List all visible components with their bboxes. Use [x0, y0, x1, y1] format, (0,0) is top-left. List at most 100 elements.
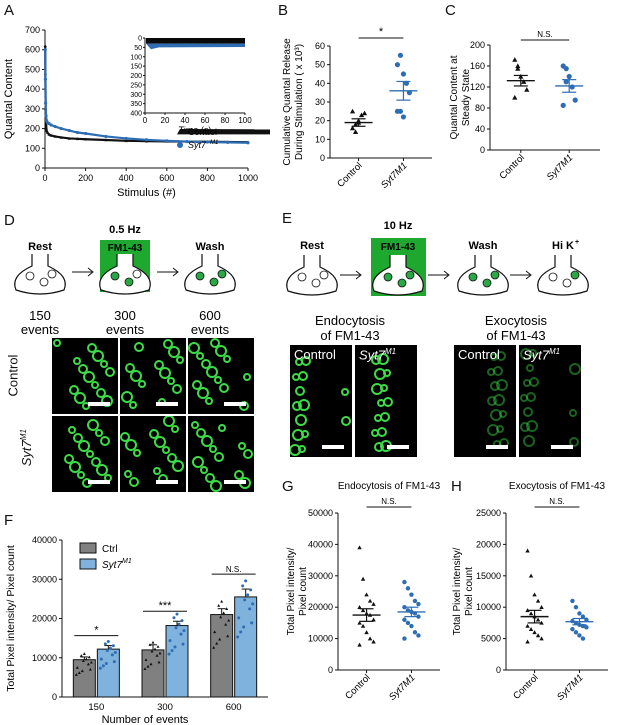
c-y-tick-label-3: 120 — [470, 82, 485, 92]
a-point-1-7 — [49, 123, 53, 127]
f-x-label: Number of events — [102, 714, 189, 725]
b-y-tick-label-3: 30 — [315, 97, 325, 107]
e-stage-title-3: Hi K — [552, 240, 574, 252]
micro-texture — [53, 339, 115, 410]
f-dot-0-0-3 — [79, 654, 83, 657]
g-y-label-1: Total Pixel intensity/ — [286, 547, 297, 635]
b-point-0-0 — [349, 125, 356, 131]
micro-punctum — [496, 425, 504, 433]
d-events-word-2: events — [191, 322, 230, 337]
b-point-1-1 — [397, 52, 404, 58]
a-point-0-10 — [67, 136, 71, 140]
chart-f-bar: 0 10000 20000 30000 40000 150 * 300 *** 600 N.S. Nu… — [5, 535, 268, 725]
micro-punctum — [200, 466, 208, 474]
c-point-0-5 — [512, 94, 518, 100]
f-dot-0-0-8 — [82, 652, 86, 655]
c-point-1-3 — [569, 84, 575, 90]
label-e-exo-syt7: Syt7M1 — [523, 347, 561, 363]
h-y-tick-label-3: 15000 — [476, 571, 501, 581]
a-point-0-11 — [75, 137, 80, 141]
micro-punctum — [171, 425, 179, 433]
f-dot-1-1-10 — [173, 645, 177, 649]
h-point-1-11 — [573, 630, 579, 635]
a-point-0-13 — [104, 138, 108, 142]
a-series-line-1 — [44, 49, 249, 144]
f-cat-label-2: 600 — [226, 702, 242, 713]
a-y-tick-label-6: 600 — [25, 45, 40, 55]
f-bar-1-1 — [165, 625, 189, 698]
b-point-1-0 — [394, 62, 401, 68]
d-stage-title-1: 0.5 Hz — [109, 224, 141, 236]
e-arrow-0 — [340, 270, 362, 280]
f-sig-0: * — [94, 625, 99, 637]
h-y-tick-label-4: 20000 — [476, 539, 501, 549]
f-dot-0-2-6 — [222, 611, 226, 615]
micro-punctum — [371, 429, 379, 437]
f-dot-1-2-1 — [243, 598, 247, 602]
a-point-1-16 — [165, 139, 169, 143]
micro-punctum — [196, 352, 204, 360]
h-point-0-4 — [539, 605, 544, 609]
d-stage-title-0: Rest — [28, 241, 52, 253]
g-point-1-3 — [412, 598, 418, 604]
g-point-0-11 — [360, 623, 366, 628]
micro-punctum — [298, 445, 306, 453]
a-inset-x-tick-label-2: 40 — [181, 116, 190, 125]
g-cat-label-0: Control — [343, 672, 372, 701]
micro-punctum — [526, 392, 536, 402]
f-dot-1-0-1 — [105, 649, 109, 653]
b-point-1-6 — [397, 108, 404, 114]
micro-texture — [290, 356, 351, 456]
panel-label-b: B — [278, 2, 289, 19]
d-flask-2-vesicle-0 — [195, 271, 205, 281]
micro-punctum — [493, 394, 505, 406]
micro-punctum — [100, 360, 108, 368]
a-inset-y-tick-label-2: 100 — [130, 54, 142, 61]
micro-punctum — [214, 376, 222, 384]
e-caption-endo-1: Endocytosis — [315, 313, 386, 328]
f-cat-label-0: 150 — [88, 702, 104, 713]
a-point-0-3 — [44, 123, 48, 126]
a-legend-control: Control — [188, 127, 217, 137]
micro-punctum — [526, 364, 534, 372]
h-point-0-2 — [532, 592, 537, 597]
g-cat-label-1: Syt7M1 — [387, 672, 418, 703]
d-arrow-2 — [157, 267, 179, 277]
b-y-tick-label-5: 50 — [315, 60, 325, 70]
c-y-label-2: Steady State — [461, 68, 472, 126]
f-bar-0-0 — [72, 659, 96, 698]
micro-punctum — [149, 429, 159, 439]
micro-punctum — [529, 377, 539, 387]
f-dot-0-1-1 — [150, 649, 154, 653]
micro-punctum — [192, 456, 204, 468]
a-inset-y-tick-label-1: 50 — [134, 45, 142, 52]
h-y-tick-label-5: 25000 — [476, 508, 501, 518]
f-dot-1-1-1 — [174, 626, 178, 630]
f-bar-1-0 — [96, 648, 120, 698]
a-inset-x-tick-label-4: 80 — [221, 116, 230, 125]
f-dot-1-2-3 — [241, 584, 245, 588]
f-dot-0-0-1 — [81, 659, 85, 663]
micro-punctum — [105, 367, 115, 377]
f-dot-0-0-7 — [75, 666, 79, 669]
c-cat-label-0: Control — [497, 152, 526, 181]
d-flask-1-vesicle-2 — [132, 269, 142, 279]
a-point-1-8 — [53, 125, 57, 129]
micro-punctum — [383, 397, 393, 407]
h-point-1-3 — [580, 614, 586, 619]
a-y-tick-label-3: 300 — [25, 104, 40, 114]
micro-punctum — [188, 342, 200, 354]
micro-punctum — [120, 432, 130, 442]
micro-punctum — [215, 345, 227, 357]
f-dot-0-0-5 — [77, 671, 81, 674]
a-point-1-14 — [124, 136, 128, 141]
e-flask-0-body — [286, 255, 338, 296]
e-flask-2-vesicle-2 — [490, 270, 500, 280]
micro-punctum — [301, 356, 311, 366]
micro-punctum — [134, 342, 144, 352]
d-row-label-control: Control — [5, 354, 21, 397]
d-flask-0-body — [14, 254, 66, 295]
f-dot-0-2-3 — [217, 604, 221, 607]
micro-punctum — [292, 401, 302, 411]
